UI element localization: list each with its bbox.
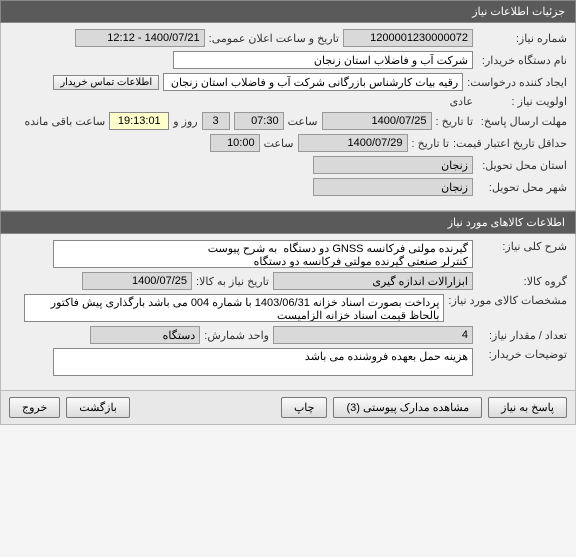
- goods-qty-label: تعداد / مقدار نیاز:: [477, 329, 567, 342]
- validity-time-field: [210, 134, 260, 152]
- goods-need-date-field: [82, 272, 192, 290]
- goods-need-date-label: تاریخ نیاز به کالا:: [196, 275, 269, 288]
- buyer-notes-label: توضیحات خریدار:: [477, 348, 567, 361]
- need-details-header: جزئیات اطلاعات نیاز: [0, 0, 576, 23]
- announce-datetime-label: تاریخ و ساعت اعلان عمومی:: [209, 32, 339, 45]
- delivery-province-label: استان محل تحویل:: [477, 159, 567, 172]
- print-button[interactable]: چاپ: [281, 397, 328, 418]
- exit-button[interactable]: خروج: [9, 397, 60, 418]
- creator-label: ایجاد کننده درخواست:: [467, 76, 567, 89]
- validity-to-date-label: تا تاریخ :: [412, 137, 449, 150]
- announce-datetime-field: [75, 29, 205, 47]
- goods-group-label: گروه کالا:: [477, 275, 567, 288]
- remain-time-field: [109, 112, 169, 130]
- validity-label: حداقل تاریخ اعتبار قیمت:: [453, 137, 567, 150]
- goods-desc-label: شرح کلی نیاز:: [477, 240, 567, 253]
- reply-to-date-field: [322, 112, 432, 130]
- goods-group-field: [273, 272, 473, 290]
- delivery-city-field: [313, 178, 473, 196]
- goods-qty-field: [273, 326, 473, 344]
- goods-spec-field: [24, 294, 444, 322]
- buyer-notes-field: [53, 348, 473, 376]
- need-number-field: [343, 29, 473, 47]
- goods-details-body: شرح کلی نیاز: گروه کالا: تاریخ نیاز به ک…: [0, 234, 576, 391]
- need-number-label: شماره نیاز:: [477, 32, 567, 45]
- days-and-label: روز و: [173, 115, 197, 128]
- goods-unit-label: واحد شمارش:: [204, 329, 269, 342]
- validity-time-label: ساعت: [264, 137, 294, 150]
- reply-button[interactable]: پاسخ به نیاز: [488, 397, 567, 418]
- goods-unit-field: [90, 326, 200, 344]
- reply-deadline-label: مهلت ارسال پاسخ:: [477, 115, 567, 128]
- creator-field: [163, 73, 463, 91]
- attachments-button[interactable]: مشاهده مدارک پیوستی (3): [333, 397, 482, 418]
- buyer-org-label: نام دستگاه خریدار:: [477, 54, 567, 67]
- delivery-city-label: شهر محل تحویل:: [477, 181, 567, 194]
- need-details-body: شماره نیاز: تاریخ و ساعت اعلان عمومی: نا…: [0, 23, 576, 211]
- reply-to-date-label: تا تاریخ :: [436, 115, 473, 128]
- remain-suffix-label: ساعت باقی مانده: [25, 115, 106, 128]
- remain-days-field: [202, 112, 230, 130]
- goods-details-header: اطلاعات کالاهای مورد نیاز: [0, 211, 576, 234]
- buyer-contact-button[interactable]: اطلاعات تماس خریدار: [53, 75, 159, 90]
- priority-value: عادی: [450, 95, 473, 108]
- back-button[interactable]: بازگشت: [66, 397, 130, 418]
- validity-to-date-field: [298, 134, 408, 152]
- reply-time-label: ساعت: [288, 115, 318, 128]
- goods-desc-field: [53, 240, 473, 268]
- priority-label: اولویت نیاز :: [477, 95, 567, 108]
- delivery-province-field: [313, 156, 473, 174]
- buyer-org-field: [173, 51, 473, 69]
- reply-time-field: [234, 112, 284, 130]
- goods-details-title: اطلاعات کالاهای مورد نیاز: [448, 217, 565, 229]
- goods-spec-label: مشخصات کالای مورد نیاز:: [448, 294, 567, 307]
- action-bar: پاسخ به نیاز مشاهده مدارک پیوستی (3) چاپ…: [0, 391, 576, 425]
- need-details-title: جزئیات اطلاعات نیاز: [472, 6, 565, 18]
